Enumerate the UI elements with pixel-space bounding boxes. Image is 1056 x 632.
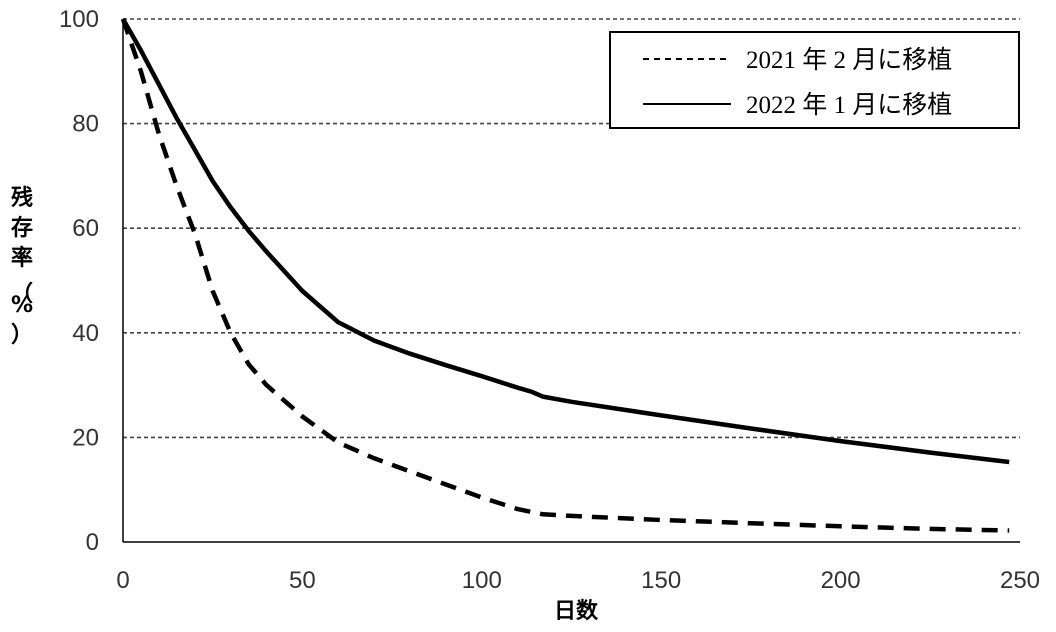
grid-lines (123, 18, 1020, 439)
x-tick-label: 200 (821, 567, 861, 594)
y-tick-label: 40 (72, 320, 99, 347)
y-tick-label: 60 (72, 215, 99, 242)
legend-label-2021: 2021 年 2 月に移植 (746, 46, 952, 74)
x-tick-label: 0 (116, 567, 129, 594)
series-line-1 (121, 17, 1010, 465)
y-tick-label: 100 (59, 6, 99, 33)
y-tick-label: 20 (72, 424, 99, 451)
y-tick-label: 80 (72, 111, 99, 138)
series-lines (120, 17, 1010, 533)
x-tick-label: 150 (641, 567, 681, 594)
legend-box (609, 31, 1020, 129)
axes (122, 19, 1020, 543)
x-tick-label: 250 (1000, 567, 1040, 594)
legend: 2021 年 2 月に移植 2022 年 1 月に移植 (609, 31, 1020, 129)
y-tick-label: 0 (86, 529, 99, 556)
y-axis-label: 残存率（%） (11, 185, 33, 348)
series-line-0 (120, 18, 1010, 533)
axis-labels: 日数 残存率（%） (11, 185, 599, 624)
x-tick-label: 50 (289, 567, 316, 594)
tick-labels: 0 20 40 60 80 100 0 50 100 150 200 250 (59, 6, 1040, 594)
x-tick-label: 100 (462, 567, 502, 594)
x-axis-label: 日数 (554, 598, 599, 624)
legend-label-2022: 2022 年 1 月に移植 (746, 91, 952, 119)
